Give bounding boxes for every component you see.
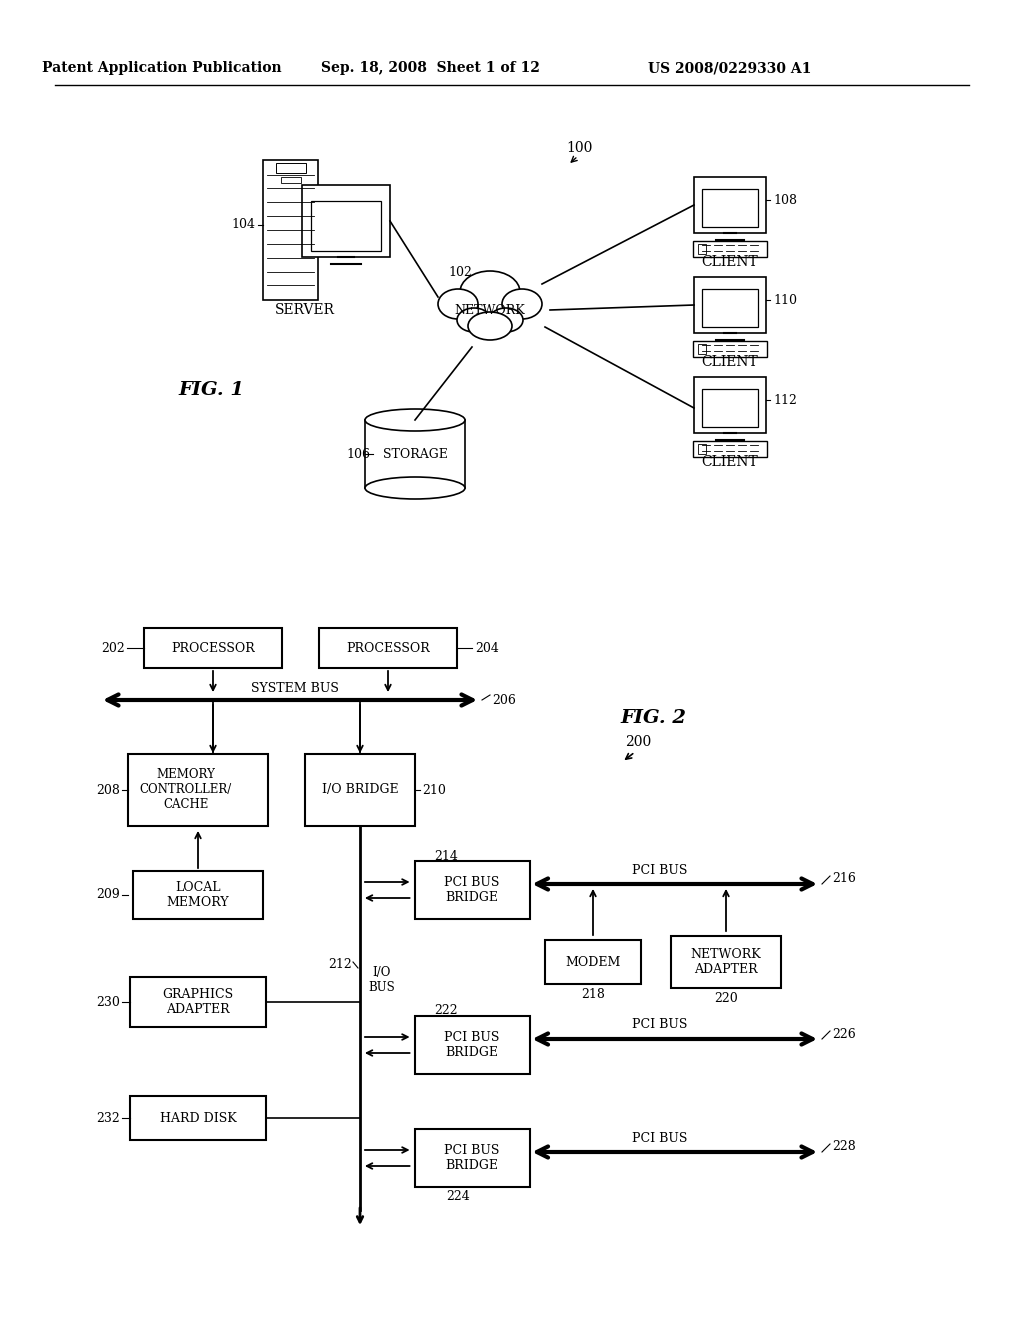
Bar	[415, 1016, 529, 1074]
Text: 214: 214	[434, 850, 458, 862]
Text: 232: 232	[96, 1111, 120, 1125]
Bar	[305, 754, 415, 826]
Text: 224: 224	[446, 1191, 470, 1204]
Text: 220: 220	[714, 991, 738, 1005]
Bar	[702, 289, 758, 327]
Text: US 2008/0229330 A1: US 2008/0229330 A1	[648, 61, 812, 75]
Ellipse shape	[365, 409, 465, 432]
Text: PCI BUS: PCI BUS	[632, 1019, 688, 1031]
Bar	[698, 244, 706, 253]
Text: PCI BUS
BRIDGE: PCI BUS BRIDGE	[444, 1031, 500, 1059]
Text: 228: 228	[831, 1140, 856, 1154]
Text: PCI BUS: PCI BUS	[632, 1131, 688, 1144]
Bar	[128, 754, 268, 826]
Text: MEMORY
CONTROLLER/
CACHE: MEMORY CONTROLLER/ CACHE	[140, 768, 232, 812]
Text: HARD DISK: HARD DISK	[160, 1111, 237, 1125]
Bar	[545, 940, 641, 983]
Text: PCI BUS
BRIDGE: PCI BUS BRIDGE	[444, 876, 500, 904]
Text: Sep. 18, 2008  Sheet 1 of 12: Sep. 18, 2008 Sheet 1 of 12	[321, 61, 540, 75]
Bar	[671, 936, 781, 987]
Text: CLIENT: CLIENT	[701, 355, 759, 370]
Text: MODEM: MODEM	[565, 956, 621, 969]
Text: NETWORK
ADAPTER: NETWORK ADAPTER	[690, 948, 762, 975]
Bar	[702, 189, 758, 227]
Text: LOCAL
MEMORY: LOCAL MEMORY	[167, 880, 229, 909]
Text: 200: 200	[625, 735, 651, 748]
Text: 218: 218	[581, 987, 605, 1001]
Text: PROCESSOR: PROCESSOR	[171, 642, 255, 655]
Bar	[275, 162, 305, 173]
Bar	[693, 441, 767, 457]
Ellipse shape	[438, 289, 478, 319]
Text: I/O BRIDGE: I/O BRIDGE	[322, 784, 398, 796]
Ellipse shape	[365, 477, 465, 499]
Text: PROCESSOR: PROCESSOR	[346, 642, 430, 655]
Bar	[130, 977, 266, 1027]
Text: PCI BUS: PCI BUS	[632, 863, 688, 876]
Text: 230: 230	[96, 995, 120, 1008]
Bar	[365, 420, 465, 488]
Bar	[311, 201, 381, 251]
Text: 209: 209	[96, 888, 120, 902]
Text: 216: 216	[831, 873, 856, 886]
Ellipse shape	[460, 271, 520, 313]
Text: SERVER: SERVER	[275, 304, 335, 317]
Text: 222: 222	[434, 1005, 458, 1018]
Text: NETWORK: NETWORK	[455, 304, 525, 317]
Bar	[281, 177, 300, 183]
Bar	[415, 1129, 529, 1187]
Bar	[319, 628, 457, 668]
Text: 104: 104	[231, 219, 255, 231]
Text: 204: 204	[475, 642, 499, 655]
Text: 226: 226	[831, 1027, 856, 1040]
Text: Patent Application Publication: Patent Application Publication	[42, 61, 282, 75]
Text: SYSTEM BUS: SYSTEM BUS	[251, 681, 339, 694]
Text: 100: 100	[567, 141, 593, 154]
Ellipse shape	[468, 312, 512, 341]
Bar	[133, 871, 263, 919]
Text: 212: 212	[329, 958, 352, 972]
Text: PCI BUS
BRIDGE: PCI BUS BRIDGE	[444, 1144, 500, 1172]
Text: 206: 206	[492, 693, 516, 706]
Text: 110: 110	[773, 293, 797, 306]
Bar	[693, 242, 767, 257]
Ellipse shape	[457, 308, 490, 333]
Text: CLIENT: CLIENT	[701, 255, 759, 269]
Text: 112: 112	[773, 393, 797, 407]
Text: STORAGE: STORAGE	[383, 447, 447, 461]
Text: I/O
BUS: I/O BUS	[368, 966, 394, 994]
Bar	[698, 345, 706, 354]
Bar	[693, 341, 767, 356]
Text: GRAPHICS
ADAPTER: GRAPHICS ADAPTER	[163, 987, 233, 1016]
Bar	[694, 277, 766, 333]
Text: 202: 202	[101, 642, 125, 655]
Bar	[694, 177, 766, 234]
Ellipse shape	[489, 308, 523, 333]
Text: 208: 208	[96, 784, 120, 796]
Text: CLIENT: CLIENT	[701, 455, 759, 469]
Bar	[415, 861, 529, 919]
Bar	[144, 628, 282, 668]
Text: 210: 210	[422, 784, 445, 796]
Bar	[130, 1096, 266, 1140]
Bar	[302, 185, 390, 257]
Bar	[694, 378, 766, 433]
Text: FIG. 2: FIG. 2	[620, 709, 686, 727]
Text: FIG. 1: FIG. 1	[178, 381, 244, 399]
Bar	[698, 444, 706, 454]
Text: 102: 102	[449, 265, 472, 279]
Bar	[263, 160, 318, 300]
Text: 108: 108	[773, 194, 797, 206]
Bar	[702, 389, 758, 426]
Text: 106: 106	[346, 447, 370, 461]
Ellipse shape	[502, 289, 542, 319]
